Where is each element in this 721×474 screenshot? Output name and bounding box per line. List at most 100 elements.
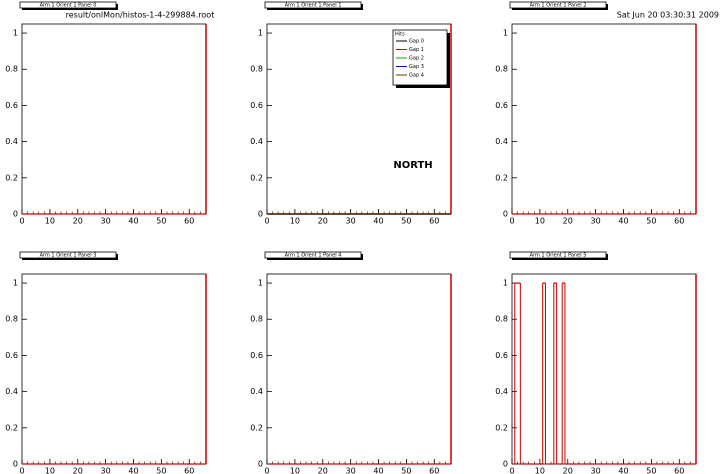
date: Sat Jun 20 03:30:31 2009 bbox=[617, 11, 719, 20]
x-tick-label: 50 bbox=[646, 217, 656, 226]
y-tick-label: 0.6 bbox=[250, 101, 263, 110]
y-tick-label: 0.2 bbox=[250, 173, 263, 182]
x-tick-label: 50 bbox=[156, 467, 166, 474]
x-tick-label: 30 bbox=[346, 217, 356, 226]
panel-title: Arm 1 Orient 1 Panel 2 bbox=[530, 3, 587, 9]
legend-label: Gap 4 bbox=[409, 73, 424, 79]
y-tick-label: 0.4 bbox=[5, 137, 18, 146]
y-tick-label: 0.2 bbox=[5, 423, 18, 432]
panel-title: Arm 1 Orient 1 Panel 4 bbox=[285, 253, 342, 259]
x-tick-label: 10 bbox=[535, 217, 545, 226]
title-box bbox=[264, 1, 362, 9]
x-tick-label: 60 bbox=[674, 467, 684, 474]
y-tick-label: 0 bbox=[503, 210, 508, 219]
y-tick-label: 1 bbox=[13, 279, 18, 288]
x-tick-label: 30 bbox=[101, 217, 111, 226]
y-tick-label: 0.2 bbox=[495, 423, 508, 432]
y-tick-label: 0.8 bbox=[495, 315, 508, 324]
x-tick-label: 0 bbox=[509, 467, 514, 474]
x-tick-label: 10 bbox=[535, 467, 545, 474]
x-tick-label: 40 bbox=[373, 217, 383, 226]
x-tick-label: 50 bbox=[401, 217, 411, 226]
x-tick-label: 20 bbox=[73, 217, 83, 226]
x-tick-label: 60 bbox=[429, 217, 439, 226]
x-tick-label: 0 bbox=[264, 467, 269, 474]
y-tick-label: 0.8 bbox=[5, 65, 18, 74]
x-tick-label: 60 bbox=[184, 467, 194, 474]
y-tick-label: 0 bbox=[13, 210, 18, 219]
y-tick-label: 0.4 bbox=[495, 387, 508, 396]
x-tick-label: 20 bbox=[73, 467, 83, 474]
panel-title: Arm 1 Orient 1 Panel 3 bbox=[40, 253, 97, 259]
x-tick-label: 50 bbox=[401, 467, 411, 474]
x-tick-label: 10 bbox=[290, 217, 300, 226]
y-tick-label: 0 bbox=[258, 460, 263, 469]
x-tick-label: 10 bbox=[45, 217, 55, 226]
y-tick-label: 1 bbox=[503, 279, 508, 288]
y-tick-label: 0.8 bbox=[250, 65, 263, 74]
x-tick-label: 40 bbox=[373, 467, 383, 474]
y-tick-label: 0 bbox=[13, 460, 18, 469]
legend-label: Gap 0 bbox=[409, 39, 424, 45]
annotation: NORTH bbox=[393, 160, 432, 171]
x-tick-label: 0 bbox=[509, 217, 514, 226]
x-tick-label: 30 bbox=[591, 467, 601, 474]
x-tick-label: 20 bbox=[563, 217, 573, 226]
y-tick-label: 0.8 bbox=[250, 315, 263, 324]
x-tick-label: 40 bbox=[618, 217, 628, 226]
x-tick-label: 30 bbox=[346, 467, 356, 474]
y-tick-label: 1 bbox=[503, 29, 508, 38]
title-box bbox=[19, 251, 117, 259]
file-name: result/onlMon/histos-1-4-299884.root bbox=[66, 11, 215, 20]
y-tick-label: 0 bbox=[258, 210, 263, 219]
y-tick-label: 0.2 bbox=[5, 173, 18, 182]
x-tick-label: 50 bbox=[646, 467, 656, 474]
y-tick-label: 0.6 bbox=[495, 101, 508, 110]
y-tick-label: 0.8 bbox=[5, 315, 18, 324]
title-box bbox=[264, 251, 362, 259]
y-tick-label: 0.4 bbox=[495, 137, 508, 146]
title-box bbox=[509, 1, 607, 9]
x-tick-label: 30 bbox=[591, 217, 601, 226]
y-tick-label: 0.4 bbox=[250, 387, 263, 396]
y-tick-label: 1 bbox=[13, 29, 18, 38]
x-tick-label: 10 bbox=[290, 467, 300, 474]
y-tick-label: 0.6 bbox=[5, 351, 18, 360]
y-tick-label: 0.4 bbox=[5, 387, 18, 396]
y-tick-label: 0.8 bbox=[495, 65, 508, 74]
x-tick-label: 60 bbox=[674, 217, 684, 226]
y-tick-label: 0.2 bbox=[495, 173, 508, 182]
x-tick-label: 0 bbox=[264, 217, 269, 226]
x-tick-label: 30 bbox=[101, 467, 111, 474]
y-tick-label: 0.6 bbox=[5, 101, 18, 110]
legend-label: Gap 3 bbox=[409, 64, 424, 70]
x-tick-label: 50 bbox=[156, 217, 166, 226]
legend-title: Hits bbox=[395, 32, 405, 38]
y-tick-label: 1 bbox=[258, 29, 263, 38]
x-tick-label: 0 bbox=[19, 217, 24, 226]
x-tick-label: 60 bbox=[184, 217, 194, 226]
y-tick-label: 0.2 bbox=[250, 423, 263, 432]
title-box bbox=[509, 251, 607, 259]
x-tick-label: 0 bbox=[19, 467, 24, 474]
x-tick-label: 40 bbox=[128, 217, 138, 226]
legend-label: Gap 1 bbox=[409, 47, 424, 53]
x-tick-label: 60 bbox=[429, 467, 439, 474]
legend-label: Gap 2 bbox=[409, 56, 424, 62]
panel-title: Arm 1 Orient 1 Panel 0 bbox=[40, 3, 97, 9]
y-tick-label: 0.6 bbox=[250, 351, 263, 360]
x-tick-label: 20 bbox=[563, 467, 573, 474]
x-tick-label: 10 bbox=[45, 467, 55, 474]
x-tick-label: 40 bbox=[128, 467, 138, 474]
x-tick-label: 20 bbox=[318, 217, 328, 226]
panel-title: Arm 1 Orient 1 Panel 5 bbox=[530, 253, 587, 259]
y-tick-label: 0.4 bbox=[250, 137, 263, 146]
x-tick-label: 20 bbox=[318, 467, 328, 474]
panel-title: Arm 1 Orient 1 Panel 1 bbox=[285, 3, 342, 9]
title-box bbox=[19, 1, 117, 9]
x-tick-label: 40 bbox=[618, 467, 628, 474]
y-tick-label: 0 bbox=[503, 460, 508, 469]
y-tick-label: 1 bbox=[258, 279, 263, 288]
